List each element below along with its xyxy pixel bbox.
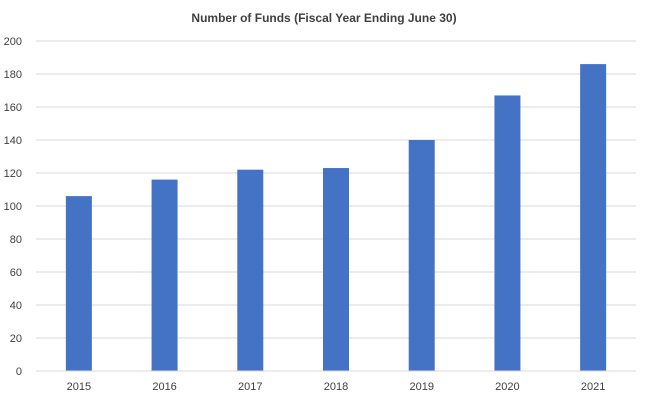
bar-2016 [151,179,178,371]
y-tick-label: 40 [10,300,22,312]
x-tick-label: 2018 [324,381,348,393]
y-tick-label: 120 [4,168,22,180]
x-tick-label: 2017 [238,381,262,393]
y-tick-label: 200 [4,36,22,48]
y-tick-label: 0 [16,366,22,378]
y-tick-label: 180 [4,69,22,81]
y-tick-label: 60 [10,267,22,279]
y-tick-label: 20 [10,333,22,345]
y-axis-tick-labels: 0 20 40 60 80 100 120 140 160 180 200 [4,36,22,378]
y-tick-label: 140 [4,135,22,147]
bar-2015 [65,196,92,371]
x-tick-label: 2020 [495,381,519,393]
bars [65,64,607,371]
bar-2020 [494,95,521,371]
bar-2017 [237,169,264,371]
x-tick-label: 2015 [67,381,91,393]
x-tick-label: 2021 [581,381,605,393]
y-tick-label: 80 [10,234,22,246]
x-axis-tick-labels: 2015 2016 2017 2018 2019 2020 2021 [67,381,606,393]
y-tick-label: 160 [4,102,22,114]
x-tick-label: 2016 [152,381,176,393]
y-tick-label: 100 [4,201,22,213]
bar-2019 [408,140,435,371]
chart-title: Number of Funds (Fiscal Year Ending June… [191,11,456,25]
bar-2021 [580,64,607,371]
bar-2018 [323,168,349,371]
x-tick-label: 2019 [409,381,433,393]
